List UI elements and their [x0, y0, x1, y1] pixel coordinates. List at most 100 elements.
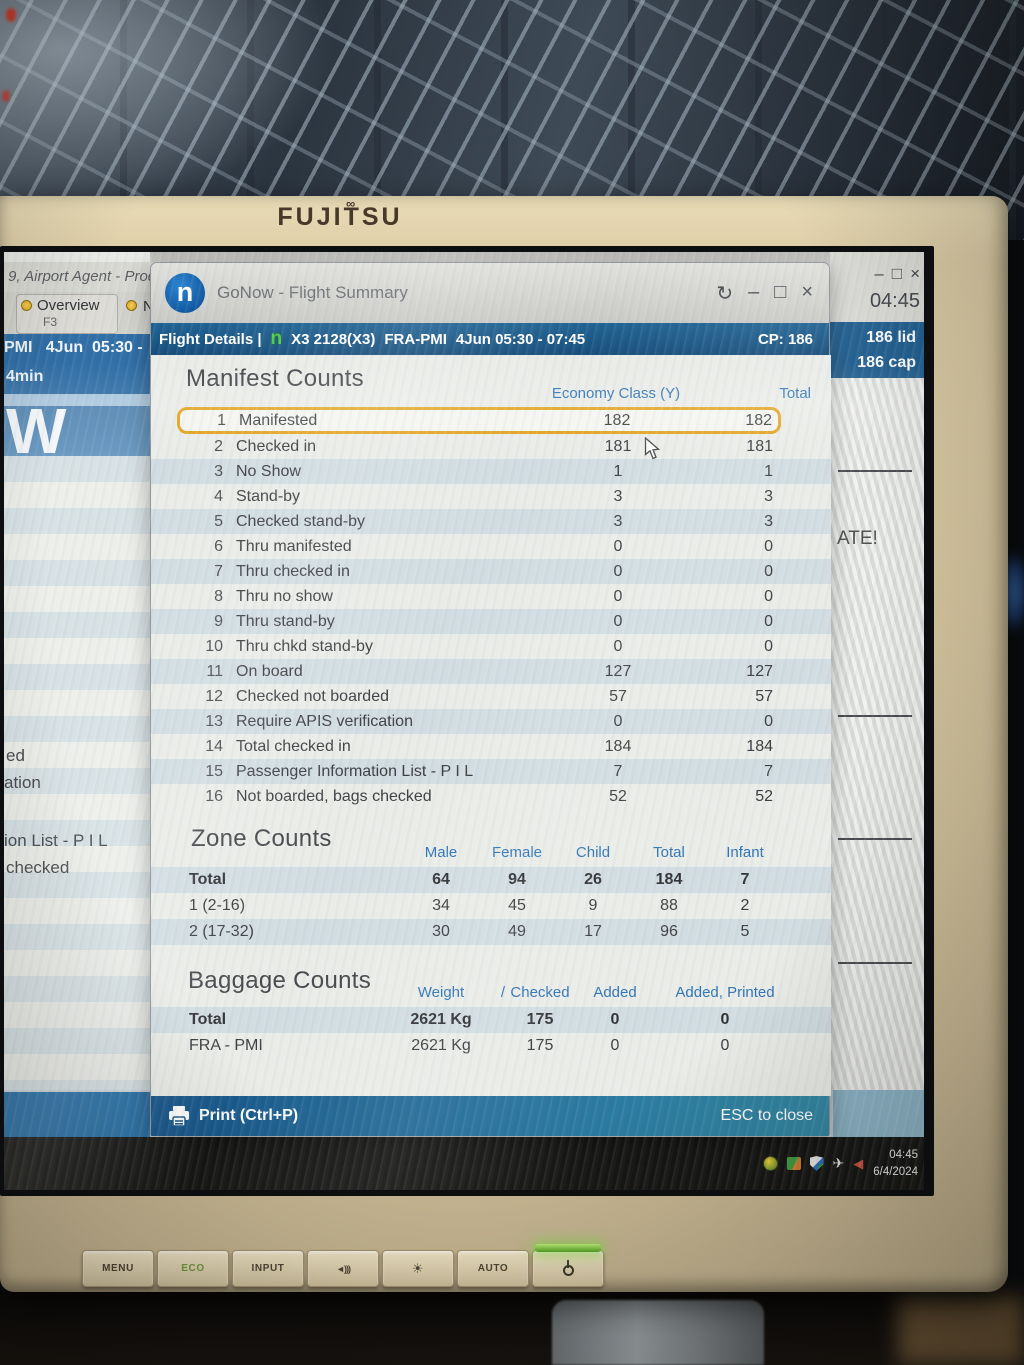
antivirus-icon[interactable]	[762, 1156, 778, 1171]
monitor-stand	[552, 1300, 764, 1365]
zone-row-label: 2 (17-32)	[189, 923, 254, 940]
divider-line	[838, 838, 912, 840]
row-number: 10	[205, 637, 223, 655]
print-button-label[interactable]: Print (Ctrl+P)	[199, 1107, 299, 1124]
tab-shortcut: F3	[43, 315, 58, 329]
manifest-row: 11 On board 127 127	[151, 659, 831, 684]
row-number: 12	[205, 687, 223, 705]
volume-alert-icon[interactable]: ◀	[853, 1155, 864, 1171]
power-led	[535, 1244, 601, 1252]
row-label: Passenger Information List - P I L	[236, 762, 474, 780]
refresh-icon[interactable]: ↻	[716, 282, 734, 305]
row-number: 4	[214, 487, 223, 505]
total-value: 181	[746, 437, 773, 455]
airplane-icon[interactable]: ✈	[832, 1155, 845, 1171]
row-label: No Show	[236, 462, 301, 480]
economy-value: 127	[604, 662, 632, 680]
auto-button: AUTO	[457, 1250, 529, 1287]
zone-column-header: Male	[424, 843, 458, 861]
manifest-row: 14 Total checked in 184 184	[151, 734, 831, 759]
capacity-lid: 186 lid	[866, 329, 916, 346]
column-header-economy: Economy Class (Y)	[551, 385, 681, 402]
row-number: 6	[214, 537, 223, 555]
input-button-label: INPUT	[251, 1263, 285, 1274]
flight-schedule: 4Jun 05:30 - 07:45	[455, 330, 586, 348]
economy-value: 7	[613, 762, 623, 780]
row-number: 14	[205, 737, 223, 755]
ceiling-light-red	[2, 90, 10, 102]
ceiling-light-red	[6, 8, 16, 22]
row-label: Checked in	[236, 437, 317, 455]
partial-alert-text: ATE!	[837, 528, 878, 549]
gonow-window-controls: ↻ – □ ×	[716, 281, 813, 306]
auto-button-label: AUTO	[477, 1263, 509, 1274]
input-button: INPUT	[232, 1250, 304, 1287]
background-window-controls: – □ ×	[874, 264, 920, 284]
zone-value: 7	[740, 871, 750, 888]
zone-value: 30	[432, 923, 450, 940]
row-label: On board	[236, 662, 303, 680]
total-value: 182	[745, 411, 772, 429]
economy-value: 3	[613, 487, 623, 505]
manifest-row: 7 Thru checked in 0 0	[151, 559, 831, 584]
zone-row: 2 (17-32) 30 49 17 96 5	[151, 919, 831, 945]
taskbar-clock[interactable]: 04:45 6/4/2024	[873, 1147, 918, 1180]
zone-value: 5	[740, 923, 750, 940]
zone-value: 88	[660, 897, 678, 914]
partial-text: ation	[4, 773, 41, 792]
row-label: Thru checked in	[236, 562, 350, 580]
gonow-flight-icon: n	[270, 328, 283, 349]
manifest-row: 5 Checked stand-by 3 3	[151, 509, 831, 534]
manifest-counts-title: Manifest Counts	[186, 365, 364, 392]
column-header-slash: /	[500, 983, 506, 1001]
maximize-icon[interactable]: □	[774, 280, 787, 303]
manifest-row: 2 Checked in 181 181	[151, 434, 831, 459]
gonow-window-title: GoNow - Flight Summary	[217, 283, 408, 302]
partial-text: checked	[6, 858, 70, 877]
zone-value: 34	[432, 897, 450, 914]
divider-band	[4, 394, 150, 406]
restore-icon[interactable]: □	[891, 264, 903, 283]
economy-value: 3	[613, 512, 623, 530]
desk-area	[0, 1292, 1024, 1365]
economy-value: 0	[613, 562, 623, 580]
minimize-icon[interactable]: –	[874, 264, 884, 283]
tab-overview[interactable]: Overview F3	[16, 294, 118, 334]
brand-text: FUJITSU	[277, 203, 403, 231]
row-label: Thru stand-by	[236, 612, 335, 630]
folder-icon[interactable]	[786, 1157, 801, 1170]
total-value: 127	[746, 662, 773, 680]
speaker-icon: ◄)))	[336, 1263, 351, 1274]
esc-hint: ESC to close	[720, 1107, 813, 1124]
divider-line	[838, 470, 912, 472]
close-icon[interactable]: ×	[910, 264, 920, 283]
zone-row: Total 64 94 26 184 7	[151, 867, 831, 893]
row-number: 16	[205, 787, 223, 805]
baggage-weight: 2621 Kg	[410, 1011, 472, 1028]
print-bar[interactable]: Print (Ctrl+P) ESC to close	[151, 1096, 829, 1136]
manifest-row: 4 Stand-by 3 3	[151, 484, 831, 509]
row-number: 13	[205, 712, 223, 730]
security-shield-icon[interactable]: ✓	[809, 1156, 824, 1171]
minimize-icon[interactable]: –	[748, 280, 760, 303]
zone-column-header: Total	[653, 843, 685, 861]
economy-value: 181	[604, 437, 632, 455]
baggage-added-printed: 0	[720, 1037, 730, 1054]
baggage-counts-title: Baggage Counts	[188, 967, 372, 994]
manifest-row: 3 No Show 1 1	[151, 459, 831, 484]
baggage-row: Total 2621 Kg 175 0 0	[151, 1007, 831, 1033]
economy-value: 0	[613, 612, 623, 630]
column-header-checked: Checked	[510, 983, 570, 1001]
manifest-row: 12 Checked not boarded 57 57	[151, 684, 831, 709]
row-number: 11	[206, 662, 223, 680]
total-value: 184	[746, 737, 773, 755]
column-header-total: Total	[779, 385, 811, 402]
manifest-row: 10 Thru chkd stand-by 0 0	[151, 634, 831, 659]
background-dark-right	[1004, 240, 1024, 1365]
gonow-titlebar[interactable]: n GoNow - Flight Summary ↻ – □ ×	[151, 263, 829, 323]
baggage-row: FRA - PMI 2621 Kg 175 0 0	[151, 1033, 831, 1059]
total-value: 57	[755, 687, 773, 705]
close-icon[interactable]: ×	[801, 280, 813, 303]
row-label: Checked stand-by	[236, 512, 365, 530]
